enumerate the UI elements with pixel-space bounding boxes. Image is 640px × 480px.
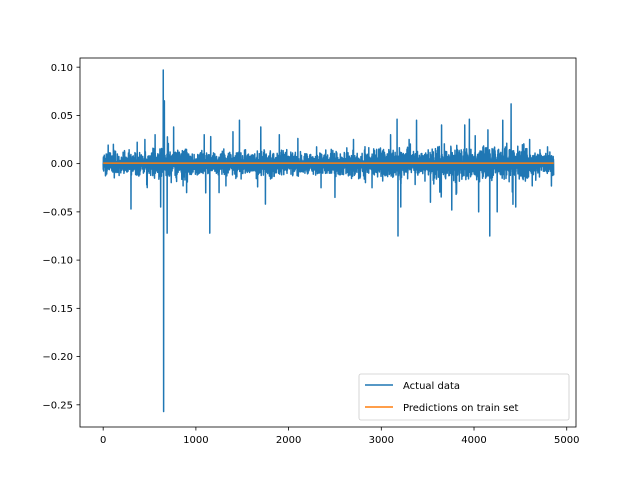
x-axis: 0 1000 2000 3000 4000 5000 xyxy=(100,427,579,446)
y-tick-label: −0.10 xyxy=(42,256,73,267)
legend: Actual data Predictions on train set xyxy=(358,373,570,421)
legend-label-actual-data: Actual data xyxy=(403,381,460,392)
axes-frame xyxy=(79,57,577,428)
y-tick-label: −0.05 xyxy=(42,207,73,218)
y-tick-label: −0.25 xyxy=(42,400,73,411)
y-tick-label: −0.15 xyxy=(42,304,73,315)
x-tick-label: 1000 xyxy=(183,435,208,446)
x-tick-label: 2000 xyxy=(276,435,301,446)
series-actual-data-line xyxy=(102,69,555,413)
y-axis: 0.10 0.05 0.00 −0.05 −0.10 −0.15 −0.20 −0.25 xyxy=(42,63,80,411)
x-tick-label: 0 xyxy=(100,435,106,446)
x-tick-label: 5000 xyxy=(554,435,579,446)
legend-box xyxy=(358,373,570,421)
y-tick-label: 0.00 xyxy=(51,159,73,170)
x-tick-label: 4000 xyxy=(461,435,486,446)
y-tick-label: −0.20 xyxy=(42,352,73,363)
plot-layer xyxy=(102,69,555,413)
legend-label-predictions: Predictions on train set xyxy=(403,403,519,414)
x-tick-label: 3000 xyxy=(369,435,394,446)
y-tick-label: 0.05 xyxy=(51,111,73,122)
y-tick-label: 0.10 xyxy=(51,63,73,74)
